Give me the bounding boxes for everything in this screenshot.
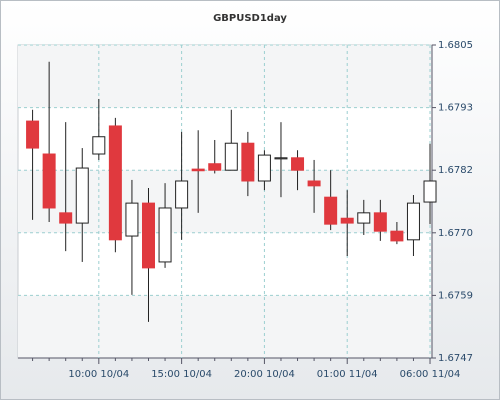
candle-body bbox=[390, 230, 404, 242]
candle-body bbox=[141, 202, 155, 269]
candle-body bbox=[108, 125, 122, 241]
y-tick-label: 1.6747 bbox=[438, 353, 473, 364]
candle-body bbox=[291, 157, 305, 171]
x-tick-label: 06:00 11/04 bbox=[400, 369, 461, 380]
x-tick-label: 15:00 10/04 bbox=[151, 369, 212, 380]
x-tick-label: 01:00 11/04 bbox=[317, 369, 378, 380]
candle-body bbox=[175, 180, 189, 209]
y-tick-label: 1.6805 bbox=[438, 40, 473, 51]
candle-body bbox=[75, 167, 89, 224]
candle-body bbox=[423, 180, 437, 203]
candle-body bbox=[26, 120, 40, 149]
y-tick-label: 1.6770 bbox=[438, 228, 473, 239]
candle-body bbox=[241, 142, 255, 182]
candle-body bbox=[208, 163, 222, 171]
candle-body bbox=[406, 202, 420, 241]
x-tick-label: 10:00 10/04 bbox=[68, 369, 129, 380]
chart-title: GBPUSD1day bbox=[213, 13, 287, 24]
candle-body bbox=[125, 202, 139, 237]
candle-body bbox=[191, 168, 205, 172]
y-tick-label: 1.6793 bbox=[438, 103, 473, 114]
candle-body bbox=[257, 154, 271, 182]
y-tick-label: 1.6782 bbox=[438, 165, 473, 176]
candle-body bbox=[92, 136, 106, 155]
band bbox=[18, 45, 432, 108]
x-tick-label: 20:00 10/04 bbox=[234, 369, 295, 380]
candle-body bbox=[59, 212, 73, 224]
candle-body bbox=[340, 217, 354, 224]
candle-body bbox=[42, 153, 56, 209]
candle-body bbox=[324, 196, 338, 225]
candle-body bbox=[373, 212, 387, 232]
band bbox=[18, 295, 432, 358]
candle-body bbox=[307, 180, 321, 187]
candle-body bbox=[224, 142, 238, 171]
candle-body bbox=[158, 207, 172, 263]
candle-body bbox=[357, 212, 371, 224]
candle-body bbox=[274, 157, 288, 160]
y-tick-label: 1.6759 bbox=[438, 290, 473, 301]
